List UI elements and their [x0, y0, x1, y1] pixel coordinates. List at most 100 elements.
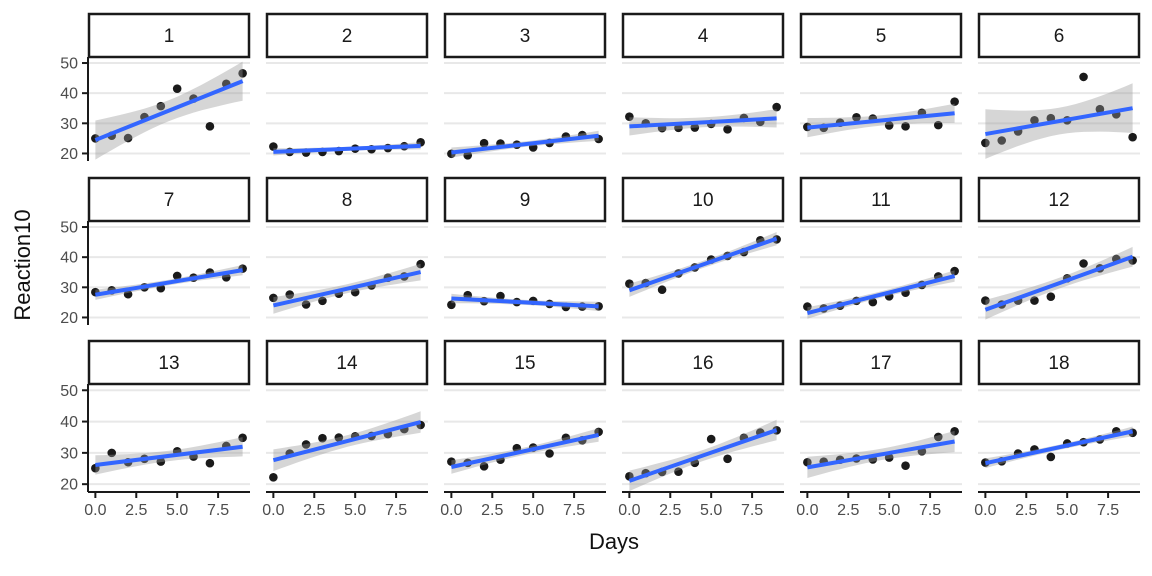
data-point [545, 449, 554, 458]
data-point [950, 97, 959, 106]
x-tick-label: 2.5 [481, 502, 503, 519]
data-point [496, 291, 505, 301]
facet-strip [265, 339, 429, 386]
data-point [205, 458, 215, 468]
regression-line [272, 420, 422, 463]
x-tick-label: 7.5 [385, 502, 407, 519]
facet-strip-label: 8 [342, 190, 353, 211]
data-point [463, 150, 473, 160]
facet-2: 2 [265, 12, 429, 157]
data-point [933, 120, 943, 130]
x-tick-label: 7.5 [563, 502, 585, 519]
facet-18: 0.0 2.5 5.0 7.5 18 [974, 339, 1141, 519]
facet-strip-label: 9 [520, 190, 531, 211]
facet-14: 0.0 2.5 5.0 7.5 14 [262, 339, 429, 519]
y-tick-label: 30 [60, 445, 78, 462]
facet-17: 0.0 2.5 5.0 7.5 17 [796, 339, 963, 519]
x-tick-label: 2.5 [659, 502, 681, 519]
data-point [479, 462, 489, 471]
data-point [884, 121, 894, 130]
facet-strip [87, 339, 251, 386]
data-point [1128, 132, 1137, 142]
y-tick-label: 30 [60, 116, 78, 133]
data-point [269, 472, 278, 482]
x-tick-label: 5.0 [522, 502, 544, 519]
regression-line [95, 444, 243, 467]
y-axis-title: Reaction10 [10, 209, 35, 321]
facet-strip [621, 339, 785, 386]
facet-strip-label: 5 [876, 26, 887, 47]
data-point [706, 434, 716, 444]
facet-strip-label: 10 [692, 190, 713, 211]
data-point [884, 453, 894, 462]
data-point [901, 122, 910, 131]
facet-strip [799, 339, 963, 386]
x-axis-title: Days [588, 529, 640, 554]
x-tick-label: 0.0 [974, 502, 996, 519]
facet-strip [87, 12, 251, 59]
facet-strip [443, 12, 607, 59]
data-point [674, 467, 683, 476]
facet-strip [265, 176, 429, 223]
data-point [156, 457, 166, 466]
facet-strip-label: 1 [164, 26, 175, 47]
facet-15: 0.0 2.5 5.0 7.5 15 [440, 339, 607, 519]
facet-7: 20 30 40 50 7 [60, 176, 251, 327]
facet-strip [87, 176, 251, 223]
y-tick-label: 40 [60, 250, 78, 267]
facet-4: 4 [621, 12, 785, 155]
data-point [1030, 116, 1039, 125]
facet-8: 8 [265, 176, 429, 319]
regression-line [94, 79, 244, 142]
data-point [981, 138, 990, 148]
x-tick-label: 5.0 [1056, 502, 1078, 519]
y-tick-label: 20 [60, 310, 78, 327]
facet-strip-label: 18 [1048, 353, 1069, 374]
facet-strip [799, 176, 963, 223]
data-point [625, 112, 634, 121]
x-tick-label: 2.5 [303, 502, 325, 519]
y-tick-label: 20 [60, 146, 78, 163]
facet-16: 0.0 2.5 5.0 7.5 16 [618, 339, 785, 519]
facet-11: 11 [799, 176, 963, 319]
facet-9: 9 [443, 176, 607, 319]
y-tick-label: 50 [60, 383, 78, 400]
x-tick-label: 5.0 [878, 502, 900, 519]
data-point [447, 457, 456, 466]
data-point [657, 285, 667, 295]
data-point [772, 102, 781, 112]
data-point [479, 138, 489, 148]
regression-line [984, 429, 1134, 466]
data-point [205, 122, 215, 131]
facet-strip-label: 11 [871, 190, 891, 211]
facet-1: 20 30 40 50 1 [60, 12, 251, 163]
facet-strip-label: 2 [342, 26, 353, 47]
data-point [868, 297, 878, 307]
data-point [269, 293, 278, 303]
x-tick-label: 0.0 [262, 502, 284, 519]
x-tick-label: 2.5 [837, 502, 859, 519]
data-point [318, 433, 327, 443]
y-tick-label: 40 [60, 414, 78, 431]
regression-line [807, 439, 955, 470]
data-point [416, 259, 425, 269]
facet-strip-label: 15 [514, 353, 535, 374]
x-tick-label: 0.0 [440, 502, 462, 519]
facet-3: 3 [443, 12, 607, 160]
data-point [172, 84, 182, 93]
data-point [1079, 72, 1088, 82]
data-point [803, 457, 812, 467]
data-point [447, 300, 456, 310]
data-point [901, 461, 910, 471]
x-tick-label: 0.0 [618, 502, 640, 519]
facet-strip-label: 14 [336, 353, 358, 374]
data-point [107, 448, 117, 458]
y-tick-label: 20 [60, 477, 78, 494]
data-point [981, 296, 990, 305]
facet-strip-label: 13 [158, 353, 179, 374]
regression-line [628, 236, 778, 293]
regression-line [450, 433, 600, 469]
facet-strip [621, 176, 785, 223]
